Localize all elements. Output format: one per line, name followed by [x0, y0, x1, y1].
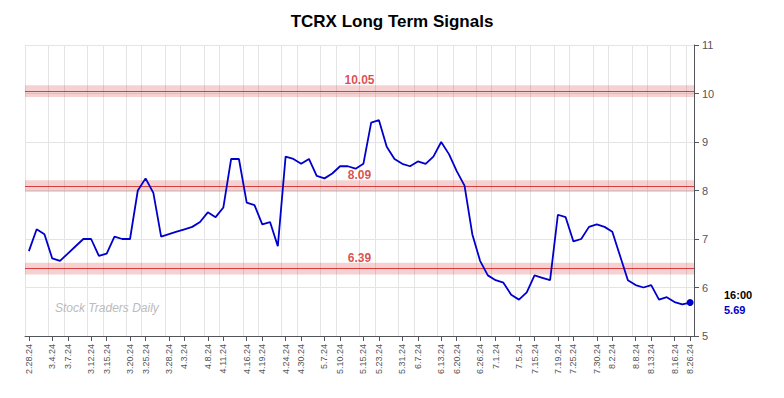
svg-text:4.19.24: 4.19.24 [257, 344, 267, 374]
svg-text:8.09: 8.09 [348, 168, 372, 182]
svg-text:4.16.24: 4.16.24 [242, 344, 252, 374]
svg-text:6.39: 6.39 [348, 251, 372, 265]
svg-text:3.20.24: 3.20.24 [125, 344, 135, 374]
svg-text:5.69: 5.69 [724, 304, 745, 316]
svg-text:16:00: 16:00 [724, 289, 752, 301]
svg-text:6.7.24: 6.7.24 [413, 344, 423, 369]
svg-text:7.5.24: 7.5.24 [514, 344, 524, 369]
svg-text:10.05: 10.05 [344, 73, 374, 87]
svg-text:7: 7 [702, 233, 708, 245]
svg-text:4.11.24: 4.11.24 [218, 344, 228, 373]
svg-text:6.26.24: 6.26.24 [475, 344, 485, 374]
svg-text:7.19.24: 7.19.24 [553, 344, 563, 374]
svg-text:9: 9 [702, 136, 708, 148]
svg-text:7.15.24: 7.15.24 [530, 344, 540, 374]
svg-text:3.4.24: 3.4.24 [47, 344, 57, 369]
svg-text:7.30.24: 7.30.24 [592, 344, 602, 374]
svg-text:6.20.24: 6.20.24 [452, 344, 462, 374]
svg-text:4.8.24: 4.8.24 [203, 344, 213, 369]
svg-text:3.28.24: 3.28.24 [164, 344, 174, 374]
svg-text:3.7.24: 3.7.24 [63, 344, 73, 369]
svg-text:5.15.24: 5.15.24 [358, 344, 368, 374]
svg-text:8.13.24: 8.13.24 [646, 344, 656, 374]
svg-text:3.25.24: 3.25.24 [141, 344, 151, 374]
svg-text:5.23.24: 5.23.24 [374, 344, 384, 374]
svg-text:6: 6 [702, 282, 708, 294]
svg-text:3.12.24: 3.12.24 [86, 344, 96, 374]
svg-text:8.26.24: 8.26.24 [685, 344, 695, 374]
svg-text:4.3.24: 4.3.24 [179, 344, 189, 369]
svg-text:3.15.24: 3.15.24 [102, 344, 112, 374]
svg-text:4.24.24: 4.24.24 [281, 344, 291, 374]
svg-text:7.25.24: 7.25.24 [568, 344, 578, 374]
svg-text:6.13.24: 6.13.24 [436, 344, 446, 374]
svg-text:5: 5 [702, 330, 708, 342]
svg-text:8.2.24: 8.2.24 [607, 344, 617, 369]
svg-text:7.1.24: 7.1.24 [491, 344, 501, 369]
svg-text:2.28.24: 2.28.24 [24, 344, 34, 374]
svg-text:5.31.24: 5.31.24 [397, 344, 407, 374]
svg-text:Stock Traders Daily: Stock Traders Daily [55, 301, 160, 315]
svg-text:8: 8 [702, 185, 708, 197]
svg-text:TCRX Long Term Signals: TCRX Long Term Signals [291, 12, 494, 31]
svg-text:10: 10 [702, 88, 714, 100]
svg-text:11: 11 [702, 39, 713, 51]
svg-text:4.30.24: 4.30.24 [296, 344, 306, 374]
svg-text:8.16.24: 8.16.24 [670, 344, 680, 374]
svg-text:5.10.24: 5.10.24 [335, 344, 345, 374]
svg-text:5.7.24: 5.7.24 [319, 344, 329, 369]
svg-text:8.8.24: 8.8.24 [631, 344, 641, 369]
